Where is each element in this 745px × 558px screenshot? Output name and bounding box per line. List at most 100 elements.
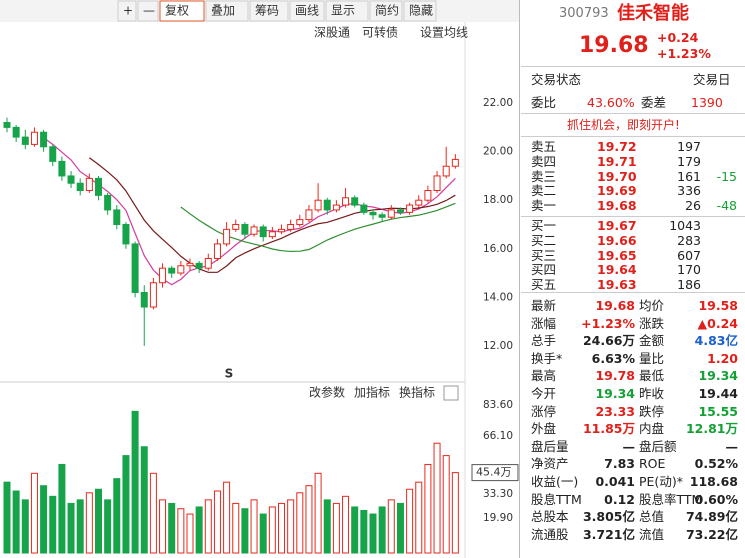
toolbar-label: 筹码 xyxy=(255,4,279,18)
toolbar-button[interactable] xyxy=(249,0,289,22)
toolbar-button[interactable] xyxy=(159,0,205,22)
stat-label: 外盘 xyxy=(531,421,557,437)
volume-bar xyxy=(67,502,75,554)
subtoolbar-item[interactable]: 深股通 xyxy=(314,26,350,40)
stat-label: 总值 xyxy=(639,509,665,525)
ratio-label: 委比 xyxy=(531,95,557,110)
toolbar-button[interactable] xyxy=(117,0,137,22)
y-tick-label: 16.00 xyxy=(483,243,513,255)
stat-label: 盘后量 xyxy=(531,438,569,454)
candle-body xyxy=(58,160,66,177)
stat-value: 1.20 xyxy=(707,350,738,366)
volume-bar xyxy=(332,502,340,554)
toolbar-button[interactable] xyxy=(403,0,437,22)
toolbar-label: 显示 xyxy=(331,4,355,18)
book-volume: 186 xyxy=(677,277,701,293)
book-label: 卖二 xyxy=(531,183,557,199)
toolbar-button[interactable] xyxy=(369,0,403,22)
candle-body xyxy=(232,223,240,230)
volume-bar xyxy=(360,510,368,554)
stat-value: 19.44 xyxy=(698,386,738,401)
book-volume: 179 xyxy=(677,153,701,169)
candle-body xyxy=(223,228,231,245)
volume-bar xyxy=(3,481,11,554)
book-label: 买四 xyxy=(531,262,557,278)
book-label: 卖三 xyxy=(531,168,557,184)
volume-bar xyxy=(140,446,148,554)
book-volume: 26 xyxy=(685,198,701,214)
toolbar-label: 画线 xyxy=(295,4,319,18)
volume-bar xyxy=(287,499,295,554)
book-price: 19.68 xyxy=(597,198,637,214)
volume-bar xyxy=(387,499,395,554)
volume-bar xyxy=(232,502,240,554)
toolbar-button[interactable] xyxy=(205,0,249,22)
candle-body xyxy=(104,194,112,211)
stat-label: 金额 xyxy=(639,333,665,349)
candle-body xyxy=(259,226,267,238)
stat-label: 股息TTM xyxy=(531,491,582,507)
volume-bar xyxy=(122,455,130,554)
stat-label: 涨幅 xyxy=(531,315,557,331)
candle-body xyxy=(433,175,441,192)
toolbar-button[interactable] xyxy=(137,0,159,22)
volume-bar xyxy=(131,410,139,554)
stat-value: 0.041 xyxy=(595,474,635,489)
stat-label: 流通股 xyxy=(531,526,569,542)
stat-value: 19.78 xyxy=(595,368,635,384)
volume-bar xyxy=(378,506,386,554)
stat-value: 12.81万 xyxy=(685,421,738,437)
stat-value: 4.83亿 xyxy=(694,333,738,349)
stat-value: — xyxy=(622,438,636,454)
indicator-tab[interactable]: 加指标 xyxy=(354,385,390,400)
candle-body xyxy=(278,228,285,233)
book-price: 19.64 xyxy=(597,262,637,278)
close-box[interactable] xyxy=(443,385,459,401)
candle-body xyxy=(76,182,84,192)
stat-label: 均价 xyxy=(639,298,665,313)
stat-value: 19.34 xyxy=(698,368,738,384)
volume-bar xyxy=(223,481,231,554)
stat-value: 73.22亿 xyxy=(685,526,738,542)
candle-body xyxy=(168,267,176,274)
volume-bar xyxy=(415,481,423,554)
stat-value: — xyxy=(725,438,739,454)
y-tick-label: 14.00 xyxy=(483,291,513,303)
toolbar-button[interactable] xyxy=(289,0,325,22)
candle-body xyxy=(3,122,11,128)
volume-bar xyxy=(424,463,432,554)
stat-label: 总股本 xyxy=(531,509,569,525)
subtoolbar-item[interactable]: 可转债 xyxy=(362,25,398,40)
volume-bar xyxy=(186,513,194,554)
volume-bar xyxy=(305,485,313,554)
toolbar-button[interactable] xyxy=(325,0,369,22)
candle-body xyxy=(140,291,148,308)
candle-body xyxy=(305,209,313,221)
book-price: 19.67 xyxy=(597,218,637,233)
y-tick-label: 19.90 xyxy=(483,512,513,524)
book-label: 卖四 xyxy=(531,153,557,169)
quote-panel: 300793 佳禾智能 19.68 +0.24 +1.23% 交易状态 交易日 委比 43.60… xyxy=(521,0,745,558)
ratio-value: 43.60% xyxy=(587,95,635,110)
volume-bar xyxy=(451,472,459,554)
pct: +1.23% xyxy=(657,46,711,61)
book-volume: 170 xyxy=(677,262,701,278)
y-tick-label: 18.00 xyxy=(483,194,513,206)
volume-bar xyxy=(95,488,102,554)
y-tick-label: 83.60 xyxy=(483,399,513,411)
book-price: 19.65 xyxy=(597,247,637,263)
candle-body xyxy=(95,177,102,196)
stat-label: 跌停 xyxy=(639,403,665,419)
candle-body xyxy=(314,199,322,211)
candle-body xyxy=(360,204,368,213)
subtoolbar-item[interactable]: 设置均线 xyxy=(420,26,468,40)
indicator-tab[interactable]: 换指标 xyxy=(399,385,435,400)
candle-body xyxy=(241,223,249,235)
candle-body xyxy=(195,262,203,269)
toolbar-label: 隐藏 xyxy=(409,4,433,18)
book-volume: 607 xyxy=(677,247,701,263)
indicator-tab[interactable]: 改参数 xyxy=(309,385,345,400)
candle-body xyxy=(30,131,38,145)
stat-value: ▲0.24 xyxy=(697,315,738,331)
